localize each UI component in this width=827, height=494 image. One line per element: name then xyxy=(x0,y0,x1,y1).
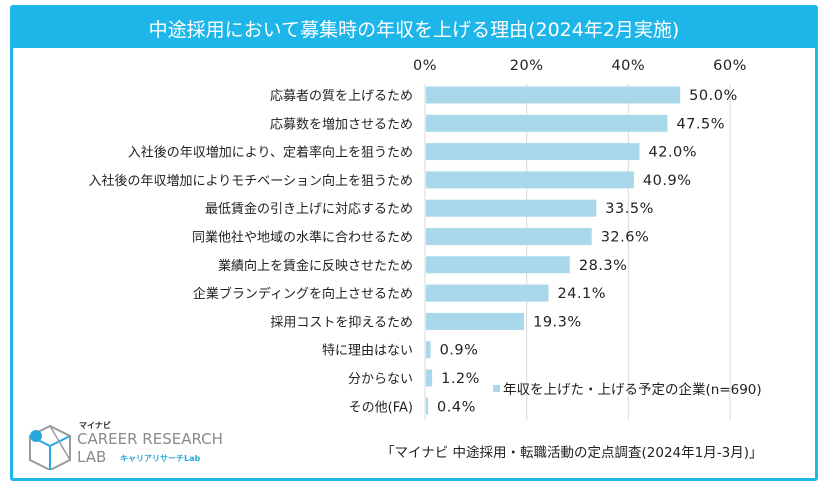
category-label: 同業他社や地域の水準に合わせるため xyxy=(192,230,413,246)
value-label: 47.5% xyxy=(676,116,725,132)
bar xyxy=(426,256,570,274)
bar xyxy=(426,114,668,132)
bar xyxy=(426,284,549,302)
value-labels: 50.0% 47.5% 42.0% 40.9% 33.5% 32.6% 28.3% 24.1%… xyxy=(437,88,738,415)
value-label: 40.9% xyxy=(643,173,692,189)
value-label: 28.3% xyxy=(579,258,628,274)
chart-frame: 中途採用において募集時の年収を上げる理由(2024年2月実施) xyxy=(10,5,818,481)
category-label: 業績向上を賃金に反映させたため xyxy=(218,258,413,274)
category-label: 最低賃金の引き上げに対応するため xyxy=(205,201,413,217)
value-label: 50.0% xyxy=(689,88,738,104)
category-label: 採用コストを抑えるため xyxy=(270,315,413,330)
bar xyxy=(426,228,592,245)
value-label: 0.4% xyxy=(437,399,476,415)
category-labels: 応募者の質を上げるため応募数を増加させるため入社後の年収増加により、定着率向上を… xyxy=(89,89,413,415)
bar xyxy=(426,369,433,387)
bar xyxy=(426,171,634,189)
legend: 年収を上げた・上げる予定の企業(n=690) xyxy=(493,378,762,398)
gridlines xyxy=(424,84,731,421)
value-label: 32.6% xyxy=(601,230,650,246)
legend-swatch xyxy=(493,384,500,392)
x-tick-label: 20% xyxy=(510,58,544,74)
category-label: 入社後の年収増加により、定着率向上を狙うため xyxy=(128,145,413,161)
value-label: 33.5% xyxy=(605,201,654,217)
value-label: 19.3% xyxy=(533,314,582,330)
logo-line2: LAB xyxy=(77,448,107,466)
value-label: 1.2% xyxy=(441,371,480,387)
legend-label: 年収を上げた・上げる予定の企業(n=690) xyxy=(503,382,762,398)
bar xyxy=(426,86,681,104)
x-tick-label: 0% xyxy=(413,58,437,74)
career-research-lab-logo: マイナビ CAREER RESEARCH LAB キャリアリサーチLab xyxy=(26,420,223,470)
cube-logo-icon xyxy=(29,424,71,470)
value-label: 0.9% xyxy=(440,343,479,359)
logo-brand: マイナビ xyxy=(79,421,111,430)
category-label: 分からない xyxy=(348,372,413,387)
chart-title: 中途採用において募集時の年収を上げる理由(2024年2月実施) xyxy=(13,8,815,48)
value-label: 24.1% xyxy=(558,286,607,302)
category-label: 特に理由はない xyxy=(322,344,413,359)
category-label: 応募数を増加させるため xyxy=(270,117,413,132)
source-note: 「マイナビ 中途採用・転職活動の定点調査(2024年1月-3月)」 xyxy=(381,445,763,461)
bar xyxy=(426,143,640,161)
bar xyxy=(426,397,429,415)
bars xyxy=(426,86,681,415)
category-label: 応募者の質を上げるため xyxy=(270,89,413,104)
logo-line1: CAREER RESEARCH xyxy=(77,430,223,448)
x-axis-ticks: 0% 20% 40% 60% xyxy=(413,58,747,74)
category-label: 企業ブランディングを向上させるため xyxy=(193,286,413,302)
category-label: その他(FA) xyxy=(349,400,413,415)
bar xyxy=(426,312,525,330)
x-tick-label: 40% xyxy=(611,58,645,74)
bar xyxy=(426,199,597,217)
logo-sub: キャリアリサーチLab xyxy=(120,454,201,463)
x-tick-label: 60% xyxy=(713,58,747,74)
value-label: 42.0% xyxy=(649,145,698,161)
category-label: 入社後の年収増加によりモチベーション向上を狙うため xyxy=(89,173,413,189)
bar xyxy=(426,341,431,359)
